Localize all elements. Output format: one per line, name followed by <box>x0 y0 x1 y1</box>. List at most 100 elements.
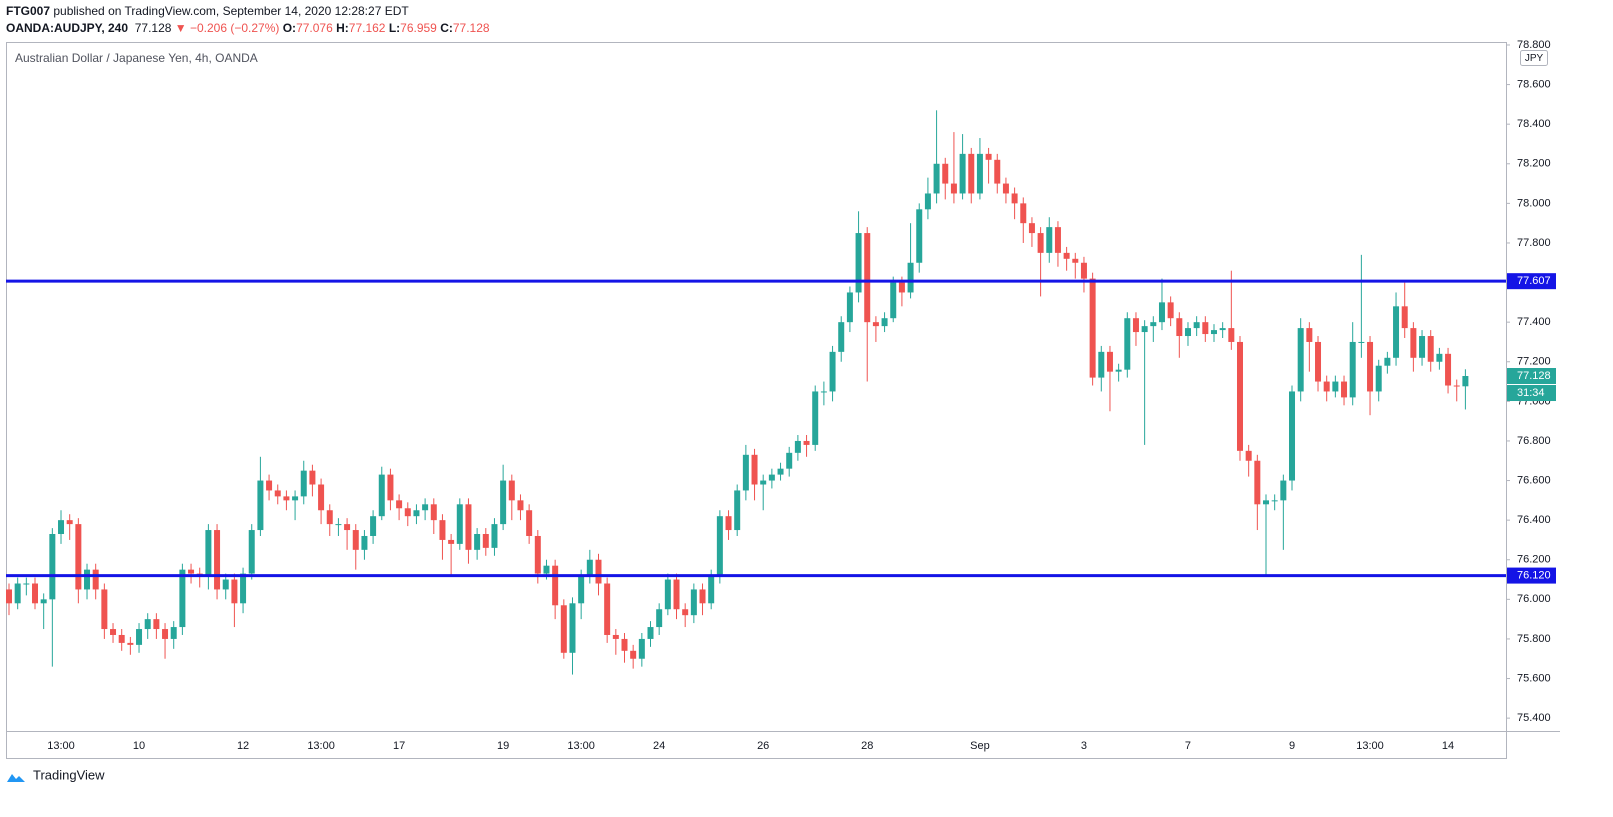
x-tick-label: Sep <box>970 740 990 752</box>
body <box>872 322 879 327</box>
body <box>1150 322 1157 327</box>
body <box>690 589 697 616</box>
body <box>456 504 463 544</box>
body <box>621 638 628 651</box>
body <box>1289 391 1296 481</box>
body <box>404 508 411 517</box>
body <box>595 559 602 584</box>
body <box>647 627 654 639</box>
body <box>179 569 186 628</box>
o-label: O: <box>282 21 297 35</box>
body <box>1089 278 1096 378</box>
body <box>1358 341 1365 343</box>
y-tick-label: 77.200 <box>1517 356 1551 368</box>
body <box>300 470 307 497</box>
body <box>361 535 368 550</box>
body <box>40 599 47 604</box>
body <box>612 634 619 639</box>
body <box>786 452 793 469</box>
body <box>1167 302 1174 319</box>
body <box>110 629 117 635</box>
body <box>75 524 82 590</box>
body <box>820 391 827 393</box>
x-tick-label: 7 <box>1185 740 1191 752</box>
h-label: H: <box>336 21 349 35</box>
body <box>370 516 377 536</box>
body <box>465 504 472 550</box>
body <box>1011 193 1018 204</box>
l-label: L: <box>388 21 401 35</box>
body <box>1184 328 1191 337</box>
o-value: 77.076 <box>296 21 333 35</box>
countdown-box <box>1507 385 1556 402</box>
body <box>742 454 749 491</box>
body <box>656 609 663 628</box>
body <box>266 480 273 491</box>
body <box>569 603 576 653</box>
y-tick-label: 75.600 <box>1517 672 1551 684</box>
body <box>543 565 550 574</box>
author: FTG007 <box>6 4 51 18</box>
body <box>1063 252 1070 259</box>
body <box>1037 233 1044 253</box>
body <box>430 504 437 521</box>
body <box>32 583 39 604</box>
body <box>214 530 221 590</box>
c-label: C: <box>440 21 453 35</box>
body <box>1384 357 1391 366</box>
body <box>1020 203 1027 224</box>
x-tick-label: 13:00 <box>47 740 75 752</box>
body <box>92 569 99 590</box>
body <box>898 282 905 293</box>
currency-box <box>1520 50 1548 66</box>
body <box>153 619 160 630</box>
body <box>985 153 992 160</box>
body <box>664 579 671 610</box>
published: published on TradingView.com, September … <box>53 4 409 18</box>
body <box>794 440 801 453</box>
body <box>517 500 524 511</box>
body <box>1306 328 1313 342</box>
last-price: 77.128 <box>134 21 172 35</box>
body <box>829 351 836 392</box>
logo-text: TradingView <box>33 767 105 782</box>
x-tick-label: 28 <box>861 740 873 752</box>
body <box>1367 341 1374 392</box>
body <box>751 454 758 485</box>
body <box>1419 336 1426 358</box>
body <box>534 535 541 574</box>
c-value: 77.128 <box>452 21 490 35</box>
body <box>1219 328 1226 331</box>
body <box>448 539 455 544</box>
body <box>318 484 325 511</box>
countdown: 31:34 <box>1517 387 1545 399</box>
body <box>1341 381 1348 398</box>
body <box>890 282 897 319</box>
body <box>257 480 264 531</box>
logo <box>7 774 25 782</box>
y-tick-label: 77.400 <box>1517 316 1551 328</box>
body <box>1098 351 1105 378</box>
body <box>1202 322 1209 335</box>
body <box>23 583 30 585</box>
body <box>1176 318 1183 337</box>
body <box>144 619 151 630</box>
x-tick-label: 10 <box>133 740 145 752</box>
body <box>352 530 359 550</box>
body <box>673 579 680 610</box>
body <box>708 575 715 604</box>
body <box>1375 365 1382 392</box>
x-tick-label: 24 <box>653 740 665 752</box>
body <box>422 504 429 511</box>
body <box>725 516 732 531</box>
y-tick-label: 78.400 <box>1517 118 1551 130</box>
change: ▼ −0.206 (−0.27%) <box>174 21 280 35</box>
level-label: 76.120 <box>1517 569 1551 581</box>
body <box>1349 341 1356 398</box>
body <box>1158 302 1165 323</box>
body <box>162 629 169 639</box>
body <box>942 163 949 184</box>
body <box>309 470 316 485</box>
